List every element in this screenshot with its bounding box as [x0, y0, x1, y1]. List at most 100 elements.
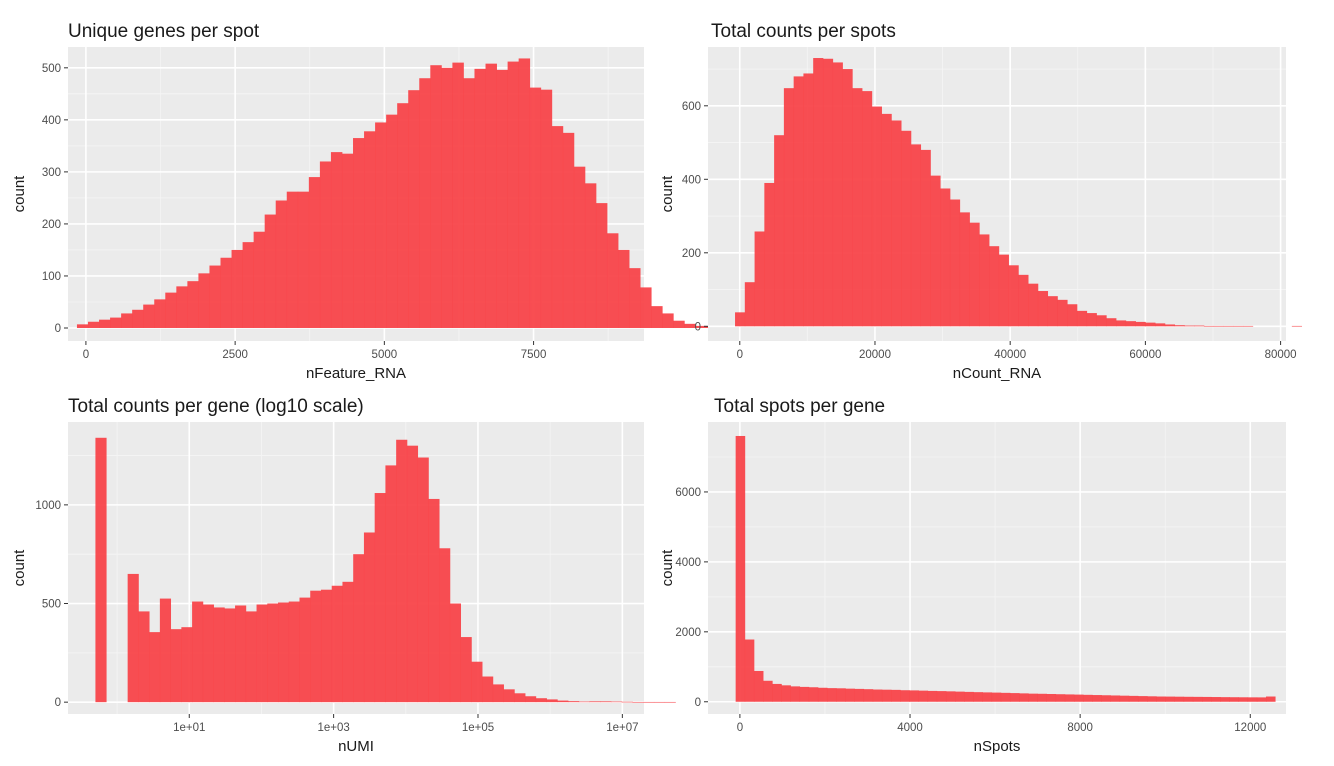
- histogram-bar: [1247, 697, 1258, 702]
- y-tick-label: 0: [55, 323, 61, 335]
- histogram-bar: [945, 691, 956, 702]
- histogram-bar: [1055, 694, 1066, 702]
- histogram-bar: [764, 182, 775, 327]
- histogram-bar: [827, 688, 837, 702]
- x-tick-label: 0: [83, 349, 89, 361]
- x-tick-label: 4000: [897, 722, 923, 734]
- histogram-bar: [1067, 304, 1078, 327]
- histogram-bar: [632, 701, 644, 703]
- histogram-bar: [320, 589, 333, 703]
- histogram-bar: [396, 439, 408, 703]
- histogram-bar: [319, 161, 332, 328]
- histogram-bar: [110, 317, 122, 328]
- histogram-bar: [275, 200, 288, 328]
- histogram-bar: [471, 661, 483, 703]
- histogram-bar: [1156, 696, 1166, 702]
- histogram-bar: [363, 532, 376, 703]
- histogram-bar: [969, 222, 980, 327]
- histogram-bar: [920, 149, 931, 327]
- histogram-bar: [557, 700, 569, 703]
- histogram-bar: [653, 701, 666, 703]
- histogram-bar: [621, 701, 633, 703]
- histogram-bar: [790, 686, 801, 702]
- x-tick-label: 1e+01: [173, 722, 205, 734]
- histogram-bar: [744, 282, 755, 327]
- histogram-bar: [159, 598, 172, 703]
- x-tick-label: 1e+05: [462, 722, 494, 734]
- y-tick-label: 2000: [675, 627, 701, 639]
- histogram-bar: [428, 498, 440, 703]
- histogram-bar: [1194, 325, 1205, 327]
- histogram-bar: [198, 273, 210, 328]
- y-tick-label: 200: [682, 248, 701, 260]
- y-tick-label: 0: [695, 697, 701, 709]
- x-tick-label: 5000: [372, 349, 398, 361]
- histogram-bar: [286, 191, 299, 328]
- histogram-bar: [518, 58, 531, 328]
- x-tick-label: 20000: [859, 349, 891, 361]
- histogram-bar: [610, 701, 623, 703]
- histogram-bar: [132, 309, 144, 328]
- histogram-bar: [909, 690, 919, 702]
- histogram-bar: [1092, 695, 1102, 702]
- histogram-bar: [1164, 324, 1176, 327]
- histogram-bar: [1119, 695, 1130, 702]
- histogram-bar: [419, 78, 431, 328]
- histogram-bar: [474, 68, 486, 328]
- histogram-bar: [891, 689, 901, 702]
- histogram-panel-4: 0 4000 8000 12000 0 2000 4000 6000 Total spots p…: [659, 396, 1286, 755]
- histogram-bar: [308, 177, 321, 328]
- histogram-bar: [264, 214, 277, 328]
- histogram-bar: [949, 199, 961, 327]
- histogram-bar: [202, 604, 214, 703]
- histogram-bar: [651, 306, 663, 328]
- histogram-bar: [299, 597, 311, 703]
- histogram-bar: [374, 493, 386, 703]
- histogram-bar: [845, 688, 855, 702]
- histogram-bar: [525, 696, 537, 703]
- histogram-bar: [852, 88, 863, 327]
- histogram-panel-1: 0 2500 5000 7500 0 100 200 300 400 500 Unique gene…: [11, 21, 729, 382]
- histogram-bar: [735, 435, 746, 702]
- histogram-bar: [1083, 694, 1093, 702]
- histogram-bar: [808, 687, 819, 702]
- histogram-bar: [192, 601, 204, 703]
- y-axis-label: count: [11, 175, 28, 213]
- histogram-bar: [1238, 697, 1249, 702]
- histogram-bar: [1116, 320, 1127, 327]
- histogram-bar: [664, 701, 676, 703]
- histogram-bar: [1192, 696, 1203, 702]
- histogram-bar: [862, 91, 873, 327]
- histogram-bar: [1291, 325, 1303, 327]
- histogram-bar: [1137, 696, 1148, 702]
- y-tick-label: 300: [42, 167, 61, 179]
- histogram-bar: [1064, 694, 1075, 702]
- histogram-bar: [695, 325, 707, 328]
- histogram-bar: [460, 637, 472, 703]
- histogram-bar: [772, 683, 782, 702]
- y-tick-label: 0: [55, 697, 61, 709]
- x-tick-label: 60000: [1129, 349, 1161, 361]
- histogram-bar: [918, 690, 929, 702]
- histogram-bar: [485, 63, 497, 328]
- histogram-bar: [753, 670, 764, 702]
- histogram-bar: [1233, 325, 1244, 327]
- histogram-bar: [836, 688, 846, 702]
- histogram-bar: [793, 76, 804, 327]
- histogram-bar: [417, 457, 429, 703]
- histogram-panel-3: 1e+01 1e+03 1e+05 1e+07 0 500 1000 Total counts…: [11, 396, 676, 755]
- histogram-bar: [242, 242, 255, 328]
- histogram-bar: [430, 65, 442, 328]
- histogram-bar: [231, 249, 243, 328]
- histogram-bar: [955, 691, 965, 702]
- histogram-bar: [551, 126, 564, 328]
- histogram-bar: [1229, 697, 1239, 702]
- histogram-bar: [1203, 325, 1215, 327]
- y-axis-label: count: [11, 549, 28, 587]
- chart-title: Unique genes per spot: [68, 21, 260, 42]
- histogram-bar: [606, 233, 619, 328]
- histogram-bar: [1076, 310, 1088, 327]
- x-axis-label: nSpots: [974, 738, 1021, 755]
- x-tick-label: 7500: [521, 349, 547, 361]
- histogram-bar: [629, 268, 641, 328]
